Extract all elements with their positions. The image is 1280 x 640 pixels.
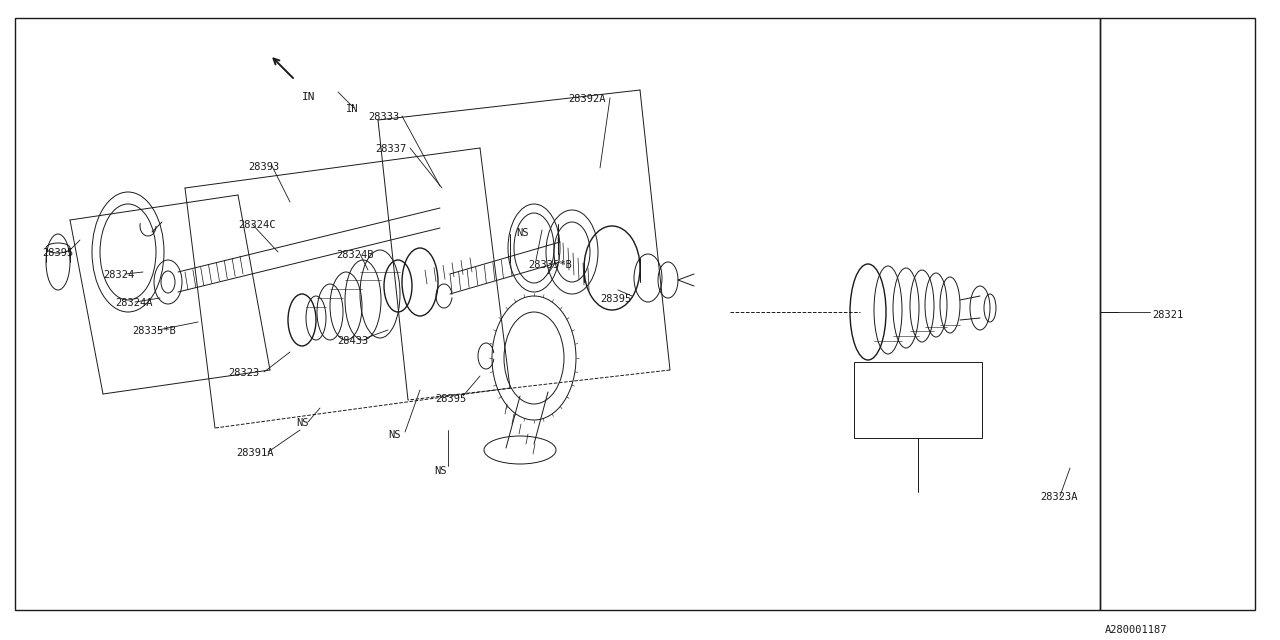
- Text: 28395: 28395: [600, 294, 631, 304]
- Text: NS: NS: [388, 430, 401, 440]
- Text: 28321: 28321: [1152, 310, 1183, 320]
- Bar: [854, 362, 982, 438]
- Bar: [15, 18, 1100, 610]
- Text: 28395: 28395: [42, 248, 73, 258]
- Text: IN: IN: [302, 92, 315, 102]
- Text: NS: NS: [296, 418, 308, 428]
- Text: 28333: 28333: [369, 112, 399, 122]
- Text: 28393: 28393: [248, 162, 279, 172]
- Text: IN: IN: [346, 104, 358, 114]
- Text: 28323A: 28323A: [1039, 492, 1078, 502]
- Text: 28395: 28395: [435, 394, 466, 404]
- Text: 28433: 28433: [337, 336, 369, 346]
- Text: 28335*B: 28335*B: [529, 260, 572, 270]
- Text: 28324C: 28324C: [238, 220, 275, 230]
- Text: 28323: 28323: [228, 368, 260, 378]
- Text: NS: NS: [516, 228, 529, 238]
- Text: NS: NS: [434, 466, 447, 476]
- Text: A280001187: A280001187: [1105, 625, 1167, 635]
- Text: 28391A: 28391A: [236, 448, 274, 458]
- Text: 28324B: 28324B: [335, 250, 374, 260]
- Text: 28324: 28324: [102, 270, 134, 280]
- Text: 28392A: 28392A: [568, 94, 605, 104]
- Text: 28337: 28337: [375, 144, 406, 154]
- Bar: [1100, 18, 1254, 610]
- Text: 28335*B: 28335*B: [132, 326, 175, 336]
- Text: 28324A: 28324A: [115, 298, 152, 308]
